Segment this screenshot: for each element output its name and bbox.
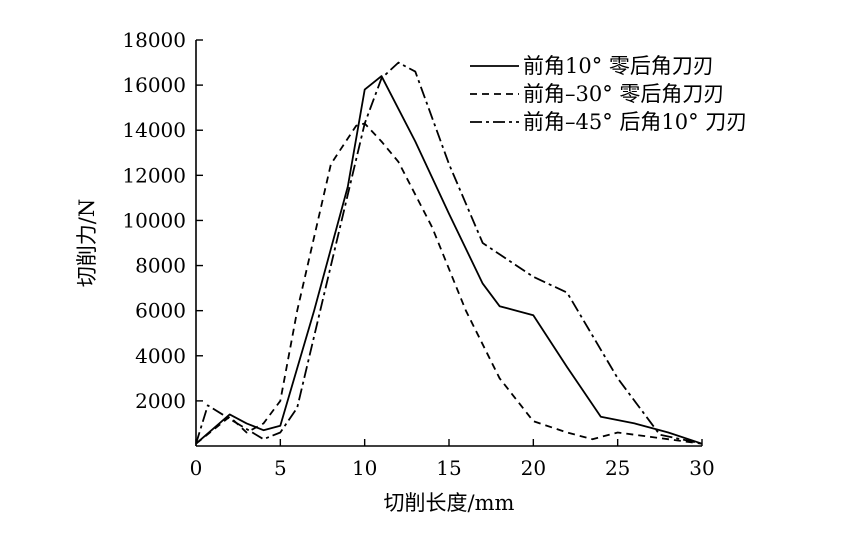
y-tick-label: 4000 [135,344,186,368]
x-axis-title: 切削长度/mm [384,491,515,515]
x-tick-label: 10 [352,456,377,480]
y-axis-title: 切削力/N [75,199,99,287]
series-line-3 [195,61,703,445]
y-tick-label: 14000 [122,118,186,142]
x-tick-label: 5 [274,456,287,480]
legend-label-2: 前角–30° 零后角刀刃 [523,82,724,106]
y-tick-label: 16000 [122,73,186,97]
legend-label-3: 前角–45° 后角10° 刀刃 [523,110,747,134]
y-tick-label: 12000 [122,163,186,187]
x-ticks: 0 5 10 15 20 25 30 [190,439,715,480]
y-ticks: 2000 4000 6000 8000 10000 12000 14000 16000 1800… [122,28,203,413]
y-tick-label: 18000 [122,28,186,52]
y-tick-label: 10000 [122,208,186,232]
x-tick-label: 20 [521,456,546,480]
legend-label-1: 前角10° 零后角刀刃 [523,54,714,78]
x-tick-label: 25 [605,456,630,480]
x-tick-label: 0 [190,456,203,480]
series-line-2 [195,122,703,445]
y-tick-label: 2000 [135,389,186,413]
series-line-1 [195,75,703,445]
series-group [195,61,703,445]
x-tick-label: 30 [689,456,714,480]
y-tick-label: 8000 [135,254,186,278]
y-tick-label: 6000 [135,299,186,323]
x-tick-label: 15 [436,456,461,480]
